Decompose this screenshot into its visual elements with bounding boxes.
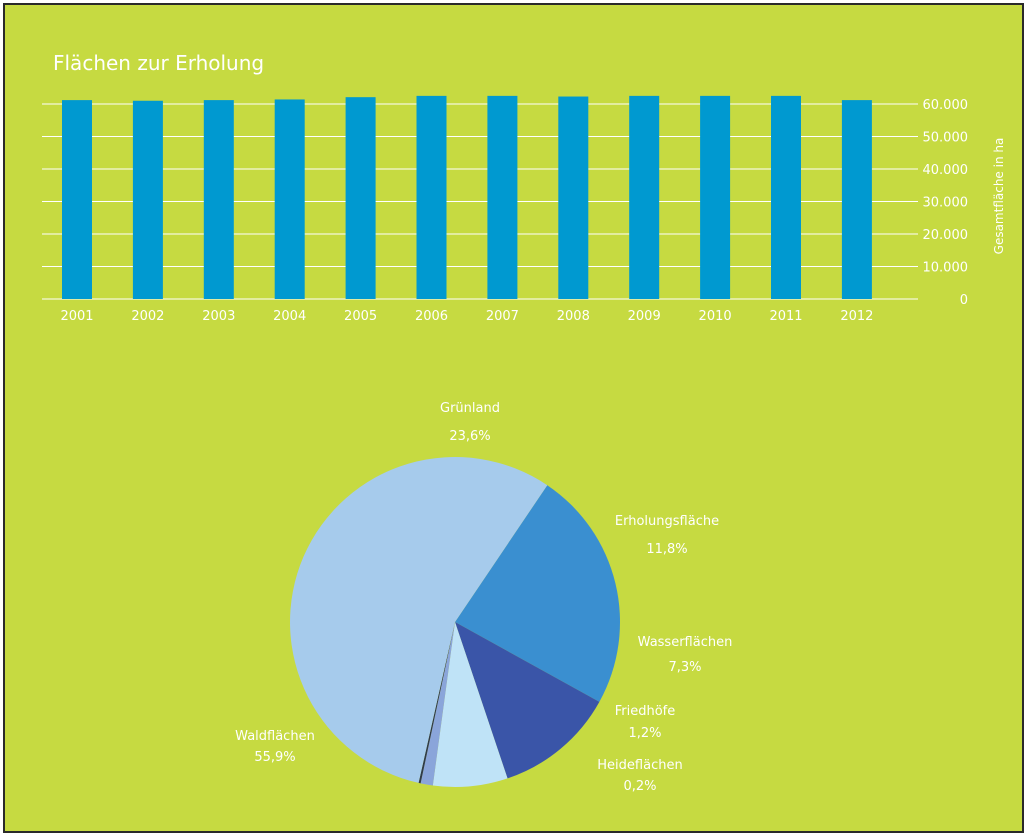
bar (416, 95, 447, 299)
y-tick-label: 30.000 (923, 196, 969, 211)
pie-slice (455, 622, 600, 779)
x-tick-label: 2009 (628, 309, 661, 324)
x-tick-label: 2010 (699, 309, 732, 324)
pie-slice-value: 7,3% (668, 660, 701, 675)
pie-slice-value: 11,8% (646, 542, 687, 557)
x-tick-label: 2002 (131, 309, 164, 324)
pie-slice-value: 23,6% (449, 429, 490, 444)
bar (841, 100, 872, 299)
bar-y-axis-label: Gesamtfläche in ha (992, 138, 1006, 255)
bar (771, 95, 801, 299)
pie-slices (290, 457, 621, 787)
pie-slice-label: Erholungsfläche (615, 514, 719, 529)
x-tick-label: 2003 (202, 309, 235, 324)
pie-slice-label: Wasserflächen (638, 635, 733, 650)
y-tick-label: 10.000 (923, 261, 969, 276)
pie-slice (455, 485, 621, 702)
pie-slice-label: Friedhöfe (615, 704, 676, 719)
bar (62, 100, 92, 299)
pie-slice-value: 0,2% (623, 779, 656, 794)
x-tick-label: 2008 (557, 309, 590, 324)
y-tick-label: 50.000 (923, 131, 969, 146)
y-tick-label: 0 (960, 293, 968, 308)
y-tick-label: 60.000 (923, 98, 969, 113)
pie-slice-label: Heideflächen (597, 758, 682, 773)
x-tick-label: 2011 (769, 309, 802, 324)
bar-y-tick-labels: 0 10.000 20.000 30.000 40.000 50.000 60.000 (923, 98, 969, 308)
pie-slice-label: Grünland (440, 401, 500, 416)
bar-chart-title: Flächen zur Erholung (53, 51, 264, 75)
bar (629, 95, 660, 299)
pie-slice (290, 457, 548, 783)
y-tick-label: 40.000 (923, 163, 969, 178)
bar (274, 99, 305, 299)
bar-x-tick-labels: 2001 2002 2003 2004 2005 2006 2007 2008 2009 2010… (60, 309, 873, 324)
pie-slice-value: 1,2% (628, 726, 661, 741)
x-tick-label: 2001 (60, 309, 93, 324)
pie-slice (432, 622, 508, 787)
bar (487, 95, 518, 299)
pie-slice (420, 622, 455, 786)
x-tick-label: 2005 (344, 309, 377, 324)
pie-slice-value: 55,9% (254, 750, 295, 765)
bar (558, 96, 589, 300)
bar (132, 100, 163, 299)
x-tick-label: 2007 (486, 309, 519, 324)
x-tick-label: 2006 (415, 309, 448, 324)
y-tick-label: 20.000 (923, 228, 969, 243)
pie-labels: Grünland 23,6% Erholungsfläche 11,8% Wasserf… (235, 401, 732, 794)
bar (203, 100, 234, 299)
pie-slice-label: Waldflächen (235, 729, 315, 744)
x-tick-label: 2004 (273, 309, 306, 324)
bar-series (62, 95, 872, 300)
bar (345, 97, 376, 299)
pie-slice (418, 622, 455, 784)
bar (700, 95, 731, 299)
x-tick-label: 2012 (840, 309, 873, 324)
